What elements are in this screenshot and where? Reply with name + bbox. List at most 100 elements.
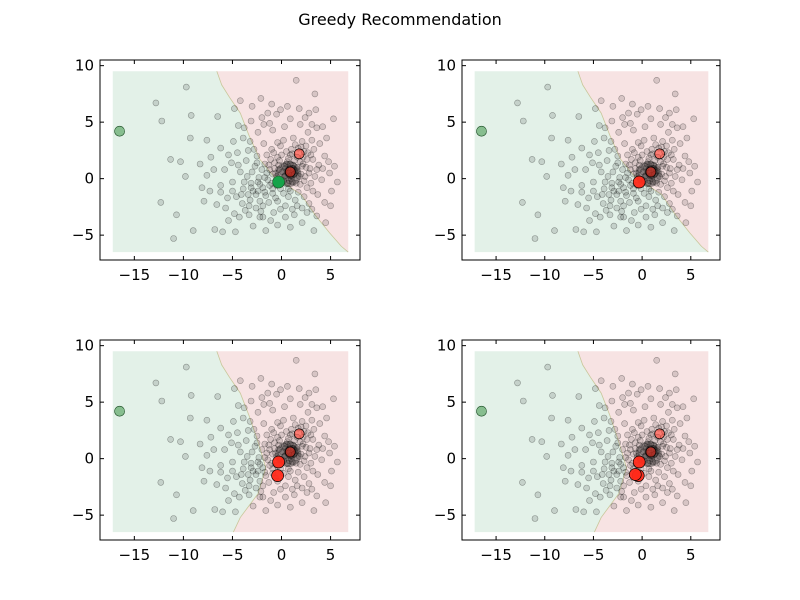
cloud-point bbox=[620, 202, 627, 210]
cloud-point bbox=[254, 408, 262, 416]
cloud-point bbox=[302, 164, 310, 171]
cloud-point bbox=[583, 204, 590, 212]
cloud-point bbox=[669, 156, 677, 163]
cloud-point bbox=[688, 467, 696, 475]
cloud-point bbox=[586, 497, 593, 504]
cloud-point bbox=[217, 182, 224, 189]
cloud-point bbox=[305, 109, 313, 117]
red-point bbox=[628, 468, 642, 481]
cloud-point bbox=[247, 459, 255, 467]
cloud-point bbox=[280, 136, 287, 144]
cloud-point bbox=[217, 468, 224, 476]
cloud-point bbox=[650, 134, 658, 142]
red-point bbox=[632, 455, 646, 469]
cloud-point bbox=[244, 191, 252, 198]
cloud-point bbox=[670, 146, 678, 153]
cloud-point bbox=[605, 147, 613, 154]
cloud-point bbox=[627, 166, 634, 173]
cloud-point bbox=[301, 173, 309, 180]
cloud-point bbox=[234, 149, 241, 156]
cloud-point bbox=[615, 408, 623, 416]
cloud-point bbox=[681, 479, 689, 486]
cloud-point bbox=[310, 227, 318, 234]
red-point bbox=[293, 428, 305, 440]
decision-boundary bbox=[577, 351, 627, 533]
cloud-point bbox=[622, 468, 629, 476]
cloud-point bbox=[644, 438, 652, 446]
cloud-point bbox=[635, 161, 643, 169]
cloud-point bbox=[595, 122, 603, 129]
cloud-point bbox=[303, 156, 311, 163]
cloud-point bbox=[642, 202, 650, 210]
cloud-point bbox=[568, 153, 576, 161]
cloud-point bbox=[268, 100, 276, 108]
cloud-point bbox=[673, 166, 681, 173]
cloud-point bbox=[548, 414, 555, 422]
cloud-point bbox=[305, 200, 313, 207]
cloud-point bbox=[600, 414, 608, 422]
cloud-point bbox=[269, 450, 277, 458]
cloud-point bbox=[314, 471, 322, 478]
cloud-point bbox=[599, 480, 607, 487]
cloud-point bbox=[217, 144, 224, 152]
cloud-point bbox=[666, 480, 673, 487]
cloud-point bbox=[281, 162, 288, 170]
cloud-point bbox=[590, 467, 597, 475]
cloud-point bbox=[210, 446, 218, 453]
cloud-point bbox=[663, 142, 670, 150]
cloud-point bbox=[291, 141, 299, 148]
cloud-point bbox=[658, 170, 665, 178]
cloud-point bbox=[234, 429, 241, 437]
cloud-point bbox=[651, 211, 659, 219]
cloud-point bbox=[664, 209, 671, 216]
cloud-point bbox=[673, 446, 681, 453]
cloud-point bbox=[246, 196, 254, 204]
cloud-point bbox=[647, 187, 655, 195]
cloud-point bbox=[242, 437, 250, 444]
cloud-point bbox=[654, 164, 662, 171]
green-region bbox=[474, 71, 709, 253]
cloud-point bbox=[313, 212, 321, 220]
cloud-point bbox=[157, 199, 165, 206]
cloud-point bbox=[608, 459, 616, 467]
cloud-point bbox=[647, 431, 655, 439]
x-tick-label: 5 bbox=[686, 266, 696, 284]
green-region bbox=[474, 351, 627, 533]
cloud-point bbox=[613, 204, 621, 212]
cloud-point bbox=[600, 185, 608, 193]
cloud-point bbox=[285, 473, 292, 481]
cloud-point bbox=[288, 458, 296, 466]
cloud-point bbox=[634, 153, 642, 161]
cloud-point bbox=[634, 197, 642, 205]
green-point bbox=[476, 405, 487, 417]
cloud-point bbox=[651, 157, 659, 164]
cloud-point bbox=[619, 166, 626, 173]
cloud-point bbox=[637, 142, 645, 150]
cloud-point bbox=[297, 170, 305, 178]
cloud-point bbox=[637, 205, 645, 213]
cloud-point bbox=[263, 431, 271, 439]
cloud-point bbox=[593, 228, 600, 236]
cloud-point bbox=[308, 136, 316, 144]
cloud-point bbox=[629, 380, 636, 388]
cloud-point bbox=[656, 105, 663, 112]
cloud-point bbox=[233, 193, 240, 200]
x-tick-label: 0 bbox=[277, 546, 287, 564]
cloud-point bbox=[157, 479, 165, 486]
cloud-point bbox=[255, 174, 263, 181]
cloud-point bbox=[288, 178, 296, 186]
cloud-point bbox=[254, 178, 262, 186]
cloud-point bbox=[621, 401, 628, 408]
cloud-point bbox=[679, 445, 687, 452]
cloud-point bbox=[203, 172, 211, 179]
x-tick-label: 5 bbox=[326, 546, 336, 564]
cloud-point bbox=[551, 227, 558, 234]
cloud-point bbox=[282, 213, 289, 221]
cloud-point bbox=[519, 397, 527, 405]
cloud-point bbox=[662, 453, 669, 460]
cloud-point bbox=[262, 192, 270, 199]
cloud-point bbox=[673, 124, 681, 132]
cloud-point bbox=[575, 393, 583, 400]
cloud-point bbox=[617, 493, 625, 501]
red-point bbox=[632, 175, 646, 189]
